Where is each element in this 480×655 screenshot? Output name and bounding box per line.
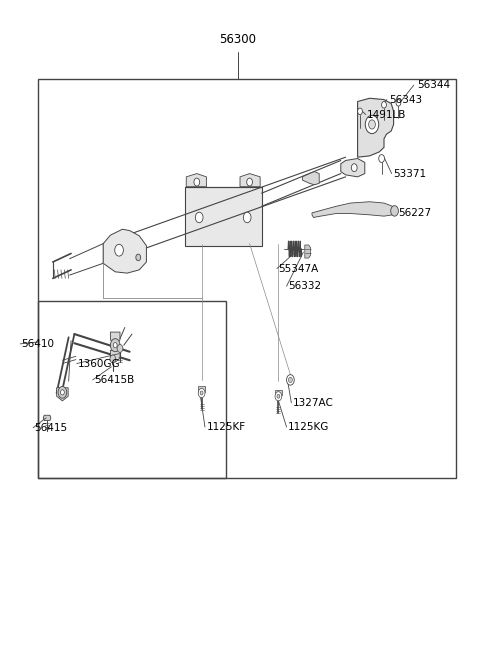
Circle shape — [58, 386, 67, 398]
Circle shape — [117, 345, 123, 352]
Polygon shape — [240, 174, 260, 187]
Text: 1125KG: 1125KG — [288, 422, 329, 432]
Polygon shape — [302, 172, 319, 185]
Circle shape — [198, 388, 205, 398]
Circle shape — [277, 394, 280, 398]
Circle shape — [195, 212, 203, 223]
Circle shape — [136, 254, 141, 261]
Circle shape — [379, 155, 384, 162]
Text: 1360GG: 1360GG — [78, 358, 121, 369]
Circle shape — [243, 212, 251, 223]
Circle shape — [200, 391, 203, 395]
Circle shape — [365, 115, 379, 134]
Circle shape — [382, 102, 386, 108]
Bar — [185, 187, 262, 246]
Polygon shape — [198, 386, 205, 392]
Text: 53371: 53371 — [394, 168, 427, 179]
Text: 56415B: 56415B — [94, 375, 134, 385]
Text: 56410: 56410 — [22, 339, 55, 349]
Circle shape — [391, 206, 398, 216]
Circle shape — [113, 343, 117, 348]
Circle shape — [60, 390, 64, 395]
Polygon shape — [103, 229, 146, 273]
Circle shape — [194, 178, 200, 186]
Text: 56332: 56332 — [288, 281, 321, 291]
Circle shape — [358, 108, 362, 115]
Text: 1491LB: 1491LB — [367, 109, 407, 120]
Polygon shape — [341, 159, 365, 177]
Circle shape — [110, 339, 120, 352]
Bar — [38, 301, 226, 478]
Circle shape — [288, 377, 292, 383]
Polygon shape — [186, 174, 206, 187]
Circle shape — [110, 355, 116, 363]
Circle shape — [275, 392, 282, 401]
Circle shape — [351, 164, 357, 172]
Circle shape — [115, 244, 123, 256]
Polygon shape — [110, 350, 120, 362]
Text: 1327AC: 1327AC — [293, 398, 334, 408]
Polygon shape — [275, 390, 282, 395]
Text: 1125KF: 1125KF — [206, 422, 246, 432]
Bar — [38, 79, 456, 478]
Text: 56227: 56227 — [398, 208, 432, 218]
Polygon shape — [57, 388, 68, 401]
Polygon shape — [358, 98, 394, 157]
Circle shape — [369, 120, 375, 129]
Polygon shape — [110, 332, 120, 344]
Polygon shape — [43, 415, 51, 421]
Polygon shape — [305, 245, 311, 258]
Text: 56300: 56300 — [219, 33, 256, 46]
Text: 55347A: 55347A — [278, 263, 319, 274]
Circle shape — [396, 100, 401, 106]
Circle shape — [247, 178, 252, 186]
Text: 56344: 56344 — [418, 80, 451, 90]
Text: 56415: 56415 — [35, 422, 68, 433]
Circle shape — [287, 375, 294, 385]
Text: 56343: 56343 — [389, 94, 422, 105]
Polygon shape — [312, 202, 394, 217]
